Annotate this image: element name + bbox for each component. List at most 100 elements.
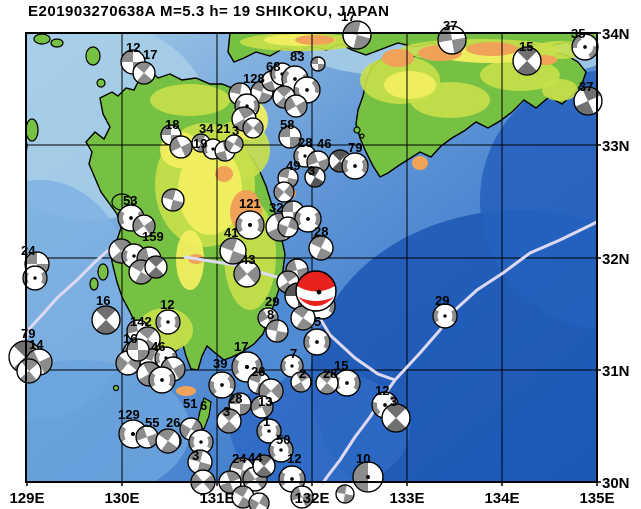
beachball-symbol xyxy=(335,484,355,504)
beachball-symbol xyxy=(135,425,159,449)
beachball-symbol xyxy=(155,428,181,454)
beachball-symbol xyxy=(277,216,299,238)
beachball-symbol xyxy=(216,408,242,434)
beachball-symbol xyxy=(333,369,361,397)
beachball-symbol xyxy=(161,188,185,212)
event-count-label: 19 xyxy=(193,136,207,151)
event-count-label: 50 xyxy=(276,432,290,447)
event-count-label: 55 xyxy=(145,415,159,430)
beachball-symbol xyxy=(148,366,176,394)
longitude-label: 134E xyxy=(484,490,519,507)
longitude-label: 130E xyxy=(104,490,139,507)
beachball-symbol xyxy=(91,305,121,335)
beachball-symbol xyxy=(290,371,312,393)
beachball-symbol xyxy=(252,454,276,478)
beachball-symbol xyxy=(315,371,339,395)
beachball-symbol xyxy=(303,328,331,356)
island xyxy=(359,133,365,139)
beachball-layer xyxy=(8,20,603,509)
beachball-symbol xyxy=(342,20,372,50)
beachball-symbol xyxy=(169,135,193,159)
event-count-label: 46 xyxy=(317,136,331,151)
beachball-symbol xyxy=(228,392,252,416)
event-count-label: 29 xyxy=(435,293,449,308)
elevation-peak xyxy=(382,49,414,67)
event-count-label: 26 xyxy=(251,364,265,379)
event-count-label: 83 xyxy=(290,49,304,64)
map-title: E201903270638A M=5.3 h= 19 SHIKOKU, JAPA… xyxy=(28,3,390,20)
beachball-symbol xyxy=(132,214,156,238)
event-count-label: 37 xyxy=(579,79,593,94)
event-count-label: 17 xyxy=(143,47,157,62)
event-count-label: 14 xyxy=(29,337,44,352)
latitude-label: 34N xyxy=(602,26,630,43)
event-count-label: 58 xyxy=(280,117,294,132)
geography-layer xyxy=(10,33,597,482)
beachball-symbol xyxy=(381,403,411,433)
beachball-symbol xyxy=(341,152,369,180)
beachball-symbol xyxy=(250,395,274,419)
island xyxy=(33,33,51,45)
event-count-label: 79 xyxy=(348,140,362,155)
event-count-label: 12 xyxy=(375,383,389,398)
beachball-symbol xyxy=(294,205,322,233)
event-count-label: 28 xyxy=(314,224,328,239)
event-count-label: 3 xyxy=(232,123,239,138)
event-count-label: 44 xyxy=(248,450,263,465)
event-count-label: 12 xyxy=(160,297,174,312)
event-count-label: 13 xyxy=(258,394,272,409)
island xyxy=(26,118,39,142)
event-count-label: 29 xyxy=(265,294,279,309)
beachball-symbol xyxy=(304,166,326,188)
latitude-label: 32N xyxy=(602,251,630,268)
event-count-label: 2 xyxy=(299,366,306,381)
event-count-label: 51 xyxy=(183,396,197,411)
elevation-mid xyxy=(150,84,230,116)
event-count-label: 128 xyxy=(243,71,265,86)
event-count-label: 159 xyxy=(142,229,164,244)
event-count-label: 26 xyxy=(166,415,180,430)
event-count-label: 21 xyxy=(216,121,230,136)
beachball-symbol xyxy=(290,485,314,509)
beachball-symbol xyxy=(278,465,306,493)
plate-boundary-line xyxy=(321,220,599,485)
event-count-label: 39 xyxy=(213,356,227,371)
beachball-symbol xyxy=(219,237,247,265)
event-count-label: 46 xyxy=(151,339,165,354)
elevation-mid xyxy=(542,79,578,101)
event-count-label: 28 xyxy=(228,391,242,406)
longitude-label: 135E xyxy=(579,490,614,507)
beachball-symbol xyxy=(308,235,334,261)
beachball-symbol xyxy=(328,149,352,173)
beachball-symbol xyxy=(352,461,384,493)
event-count-label: 49 xyxy=(286,158,300,173)
beachball-symbol xyxy=(310,56,326,72)
event-count-label: 41 xyxy=(224,225,238,240)
beachball-symbol xyxy=(250,80,274,104)
plate-boundary-line xyxy=(23,245,114,342)
event-count-label: 16 xyxy=(123,331,137,346)
island-tanegashima xyxy=(196,397,212,430)
event-count-label: 79 xyxy=(21,326,35,341)
island xyxy=(50,38,64,48)
event-count-label: 18 xyxy=(165,117,179,132)
beachball-symbol xyxy=(273,181,295,203)
event-count-label: 43 xyxy=(241,252,255,267)
beachball-symbol xyxy=(132,61,156,85)
event-count-label: 5 xyxy=(314,314,321,329)
event-count-label: 8 xyxy=(267,307,274,322)
event-count-label: 16 xyxy=(96,293,110,308)
event-count-label: 17 xyxy=(341,9,355,24)
event-count-label: 28 xyxy=(298,135,312,150)
beachball-symbol xyxy=(242,117,264,139)
island xyxy=(10,153,18,167)
event-count-label: 12 xyxy=(126,40,140,55)
event-count-label: 1 xyxy=(263,414,270,429)
event-count-label: 142 xyxy=(130,314,152,329)
event-count-label: 17 xyxy=(234,339,248,354)
event-count-label: 15 xyxy=(519,39,533,54)
island xyxy=(89,277,99,291)
longitude-label: 133E xyxy=(389,490,424,507)
event-count-label: 32 xyxy=(269,200,283,215)
elevation-peak xyxy=(295,35,335,45)
